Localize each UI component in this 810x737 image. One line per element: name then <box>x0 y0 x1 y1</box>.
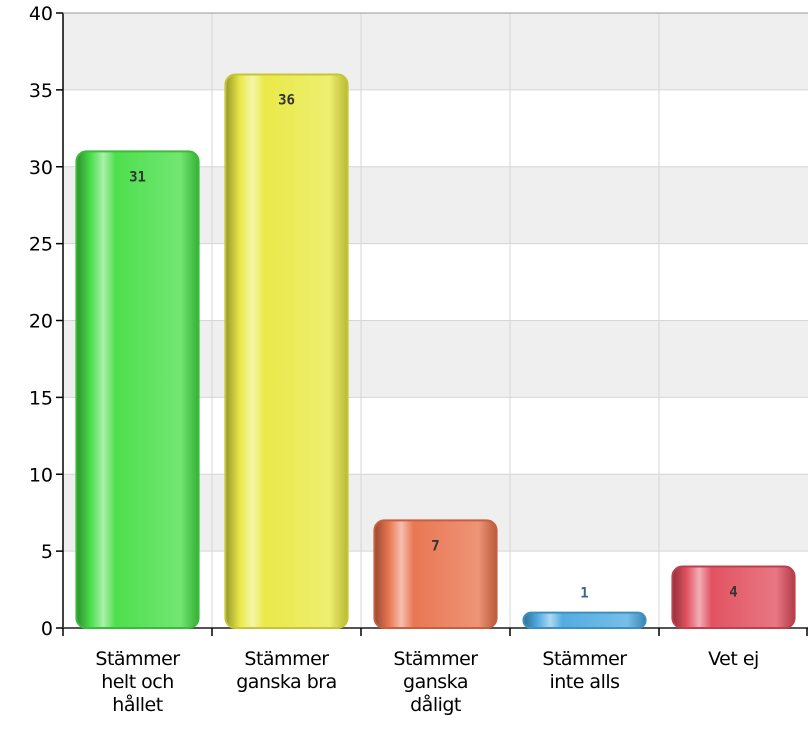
grid-band <box>63 13 808 90</box>
y-tick-label: 25 <box>29 234 53 256</box>
bars <box>75 73 796 629</box>
y-tick-label: 40 <box>29 3 53 25</box>
x-tick-label: Stämmer inte alls <box>542 648 627 693</box>
plot-bands <box>63 13 808 552</box>
x-tick-label: Vet ej <box>708 648 759 670</box>
y-tick-label: 10 <box>29 464 53 486</box>
data-label: 4 <box>729 585 737 601</box>
y-tick-label: 35 <box>29 80 53 102</box>
y-tick-label: 20 <box>29 311 53 333</box>
y-tick-label: 15 <box>29 387 53 409</box>
x-tick-label: Stämmer ganska dåligt <box>393 648 478 716</box>
bar <box>75 150 200 629</box>
bar <box>224 73 349 629</box>
x-tick-label: Stämmer ganska bra <box>236 648 337 693</box>
data-label: 36 <box>278 93 295 109</box>
y-tick-labels: 0 5 10 15 20 25 30 35 40 <box>29 3 53 640</box>
y-tick-label: 30 <box>29 157 53 179</box>
data-label: 31 <box>129 169 146 185</box>
data-label: 7 <box>431 538 439 554</box>
data-labels: 31 36 7 1 4 <box>129 93 738 602</box>
y-tick-label: 5 <box>41 541 53 563</box>
x-tick-label: Stämmer helt och hållet <box>95 648 180 716</box>
bar <box>373 519 498 629</box>
y-tick-label: 0 <box>41 618 53 640</box>
bar <box>522 611 647 629</box>
data-label: 1 <box>580 586 588 602</box>
bar <box>671 565 796 629</box>
